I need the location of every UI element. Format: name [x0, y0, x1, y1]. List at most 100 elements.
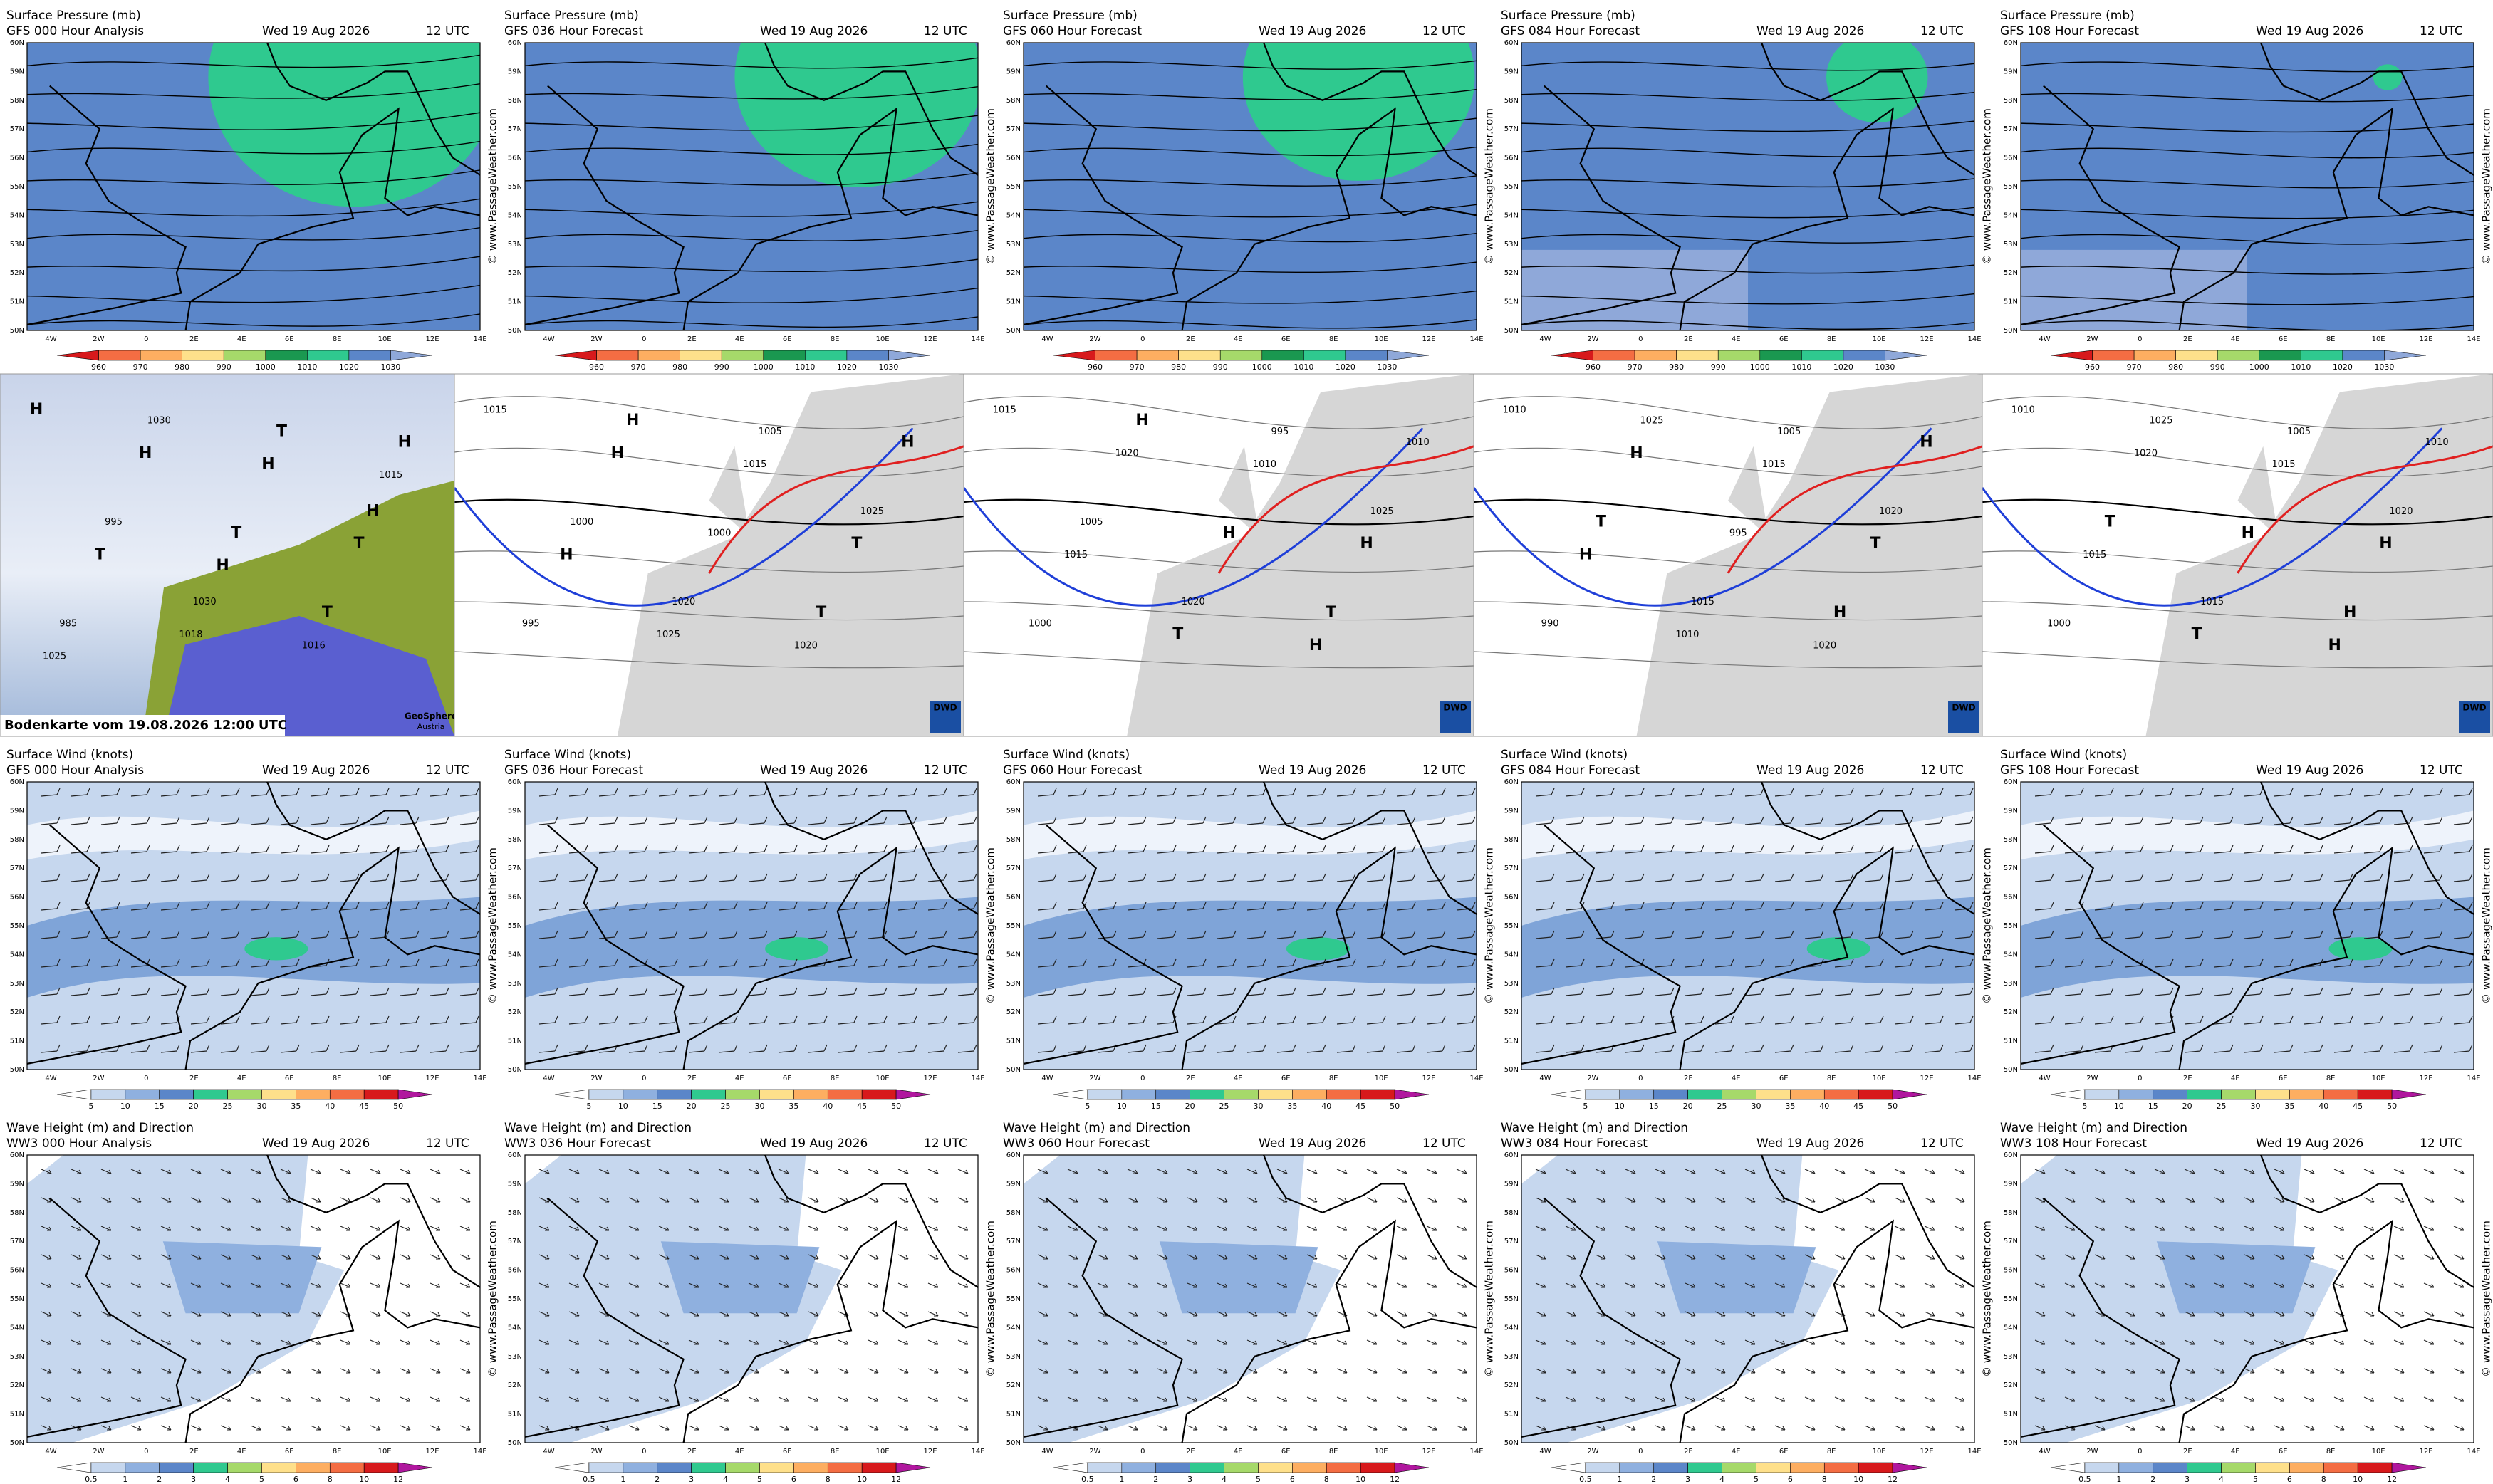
wind-barb	[1655, 788, 1675, 797]
dwd-logo-bg	[1948, 701, 1979, 733]
lon-label: 2W	[93, 1448, 104, 1456]
colorbar-label: 30	[1253, 1102, 1263, 1111]
wave-arrow	[250, 1396, 261, 1402]
isobar-label: 1000	[570, 517, 593, 528]
wave-arrow	[628, 1311, 640, 1317]
colorbar-label: 8	[1324, 1475, 1329, 1484]
wave-arrow	[1804, 1254, 1816, 1260]
wave-arrow	[1396, 1282, 1407, 1288]
lat-label: 56N	[2004, 155, 2018, 162]
wind-barb	[1246, 1044, 1266, 1053]
isobar	[27, 284, 480, 303]
wind-barb	[280, 873, 300, 882]
lat-label: 53N	[1006, 1353, 1021, 1361]
wind-barb	[2214, 1015, 2234, 1025]
wave-arrow	[1714, 1226, 1726, 1231]
wave-arrow	[1565, 1226, 1576, 1231]
wave-arrow	[808, 1226, 819, 1231]
wave-arrow	[957, 1169, 969, 1174]
wave-arrow	[2423, 1368, 2435, 1374]
colorbar-label: 980	[1171, 362, 1186, 372]
lat-label: 51N	[1504, 1411, 1519, 1418]
colorbar-label: 8	[826, 1475, 831, 1484]
wave-arrow	[2393, 1197, 2405, 1203]
wave-arrow	[688, 1169, 699, 1174]
wave-arrow	[1037, 1169, 1048, 1174]
colorbar-segment	[2342, 350, 2385, 361]
wind-barb	[1097, 1015, 1117, 1025]
lat-label: 53N	[508, 1353, 522, 1361]
wave-arrow	[2423, 1425, 2435, 1431]
wind-barb	[190, 958, 210, 968]
wind-barb	[1804, 987, 1824, 996]
wind-barb	[2184, 1044, 2204, 1053]
wind-barb	[2064, 1044, 2084, 1053]
wave-arrow	[1426, 1282, 1437, 1288]
wind-barb	[1246, 788, 1266, 797]
wave-arrow	[1595, 1339, 1606, 1345]
wave-arrow	[2363, 1425, 2375, 1431]
colorbar-label: 1010	[2291, 362, 2311, 372]
wave-arrow	[1685, 1425, 1696, 1431]
strong-wind	[765, 937, 829, 961]
lat-label: 55N	[1504, 183, 1519, 191]
wave-arrow	[1037, 1197, 1048, 1203]
panel-time: 12 UTC	[2420, 24, 2463, 38]
wave-arrow	[1067, 1226, 1078, 1231]
colorbar-segment	[1360, 1089, 1395, 1100]
wind-barb	[2393, 1044, 2413, 1053]
colorbar-label: 50	[2387, 1102, 2397, 1111]
colorbar-label: 5	[88, 1102, 93, 1111]
lat-label: 55N	[508, 1295, 522, 1303]
lat-label: 57N	[1006, 1238, 1021, 1245]
map	[2020, 42, 2474, 331]
wave-arrow	[1924, 1282, 1935, 1288]
wind-barb	[688, 816, 708, 825]
colorbar-label: 10	[857, 1475, 867, 1484]
wave-arrow	[400, 1226, 411, 1231]
wave-arrow	[1366, 1282, 1378, 1288]
wave-arrow	[927, 1282, 939, 1288]
isobar-label: 1030	[193, 597, 217, 607]
wave-arrow	[250, 1339, 261, 1345]
wave-arrow	[459, 1197, 471, 1203]
wind-barb	[71, 958, 90, 968]
wind-barb	[2333, 1015, 2353, 1025]
wave-arrow	[2034, 1396, 2046, 1402]
wind-barb	[2363, 958, 2383, 968]
wave-arrow	[1067, 1368, 1078, 1374]
wind-barb	[1097, 902, 1117, 911]
wave-arrow	[459, 1339, 471, 1345]
isobar	[1024, 290, 1477, 304]
wind-barb	[1187, 930, 1207, 939]
lat-label: 60N	[1504, 39, 1519, 47]
wind-barb	[1954, 930, 1974, 939]
lon-label: 14E	[473, 335, 486, 343]
wind-barb	[1336, 788, 1356, 797]
coastline	[184, 107, 480, 330]
wave-arrow	[1187, 1311, 1198, 1317]
lon-label: 2E	[687, 1448, 697, 1456]
lat-label: 53N	[1504, 241, 1519, 249]
wave-arrow	[1276, 1311, 1288, 1317]
lon-label: 4E	[735, 1448, 744, 1456]
isobar	[454, 651, 964, 669]
lon-label: 8E	[1329, 1448, 1338, 1456]
wave-arrow	[2154, 1254, 2165, 1260]
wind-barb	[220, 873, 240, 882]
wave-arrow	[280, 1339, 291, 1345]
lat-label: 60N	[1504, 778, 1519, 786]
wind-barb	[1336, 845, 1356, 854]
wave-arrow	[1774, 1311, 1786, 1317]
wave-arrow	[2423, 1169, 2435, 1174]
wave-arrow	[2064, 1368, 2076, 1374]
colorbar-end	[1394, 1462, 1430, 1473]
lon-label: 8E	[1827, 1448, 1836, 1456]
wind-barb	[340, 902, 360, 911]
wave-arrow	[1097, 1197, 1108, 1203]
isobar-label: 1020	[1182, 597, 1205, 607]
wind-barb	[71, 845, 90, 854]
panel-title: Wave Height (m) and Direction	[2000, 1121, 2187, 1135]
wave-arrow	[718, 1339, 729, 1345]
wind-band	[1521, 897, 1974, 998]
